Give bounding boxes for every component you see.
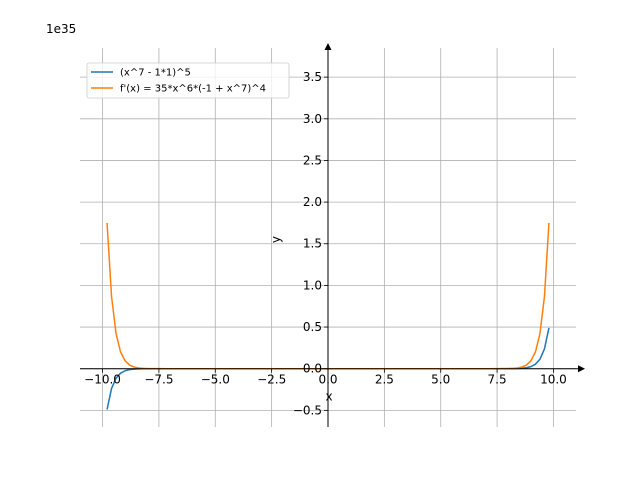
x-tick-label: −2.5 <box>257 373 286 387</box>
legend-label: f'(x) = 35*x^6*(-1 + x^7)^4 <box>120 84 266 95</box>
y-tick-label: 1.5 <box>303 237 322 251</box>
y-axis-arrow <box>324 43 332 50</box>
y-tick-label: 0.5 <box>303 320 322 334</box>
x-tick-label: 10.0 <box>540 373 567 387</box>
y-axis-label: y <box>269 236 283 243</box>
y-tick-label: −0.5 <box>293 403 322 417</box>
y-tick-label: 3.0 <box>303 112 322 126</box>
x-tick-label: 5.0 <box>431 373 450 387</box>
x-tick-label: 0.0 <box>318 373 337 387</box>
y-tick-label: 3.5 <box>303 70 322 84</box>
axes <box>80 43 585 427</box>
y-tick-label: 0.0 <box>303 362 322 376</box>
x-axis-label: x <box>325 390 332 404</box>
x-tick-label: −5.0 <box>201 373 230 387</box>
x-tick-label: −10.0 <box>84 373 121 387</box>
legend-frame <box>86 62 290 99</box>
x-tick-label: 7.5 <box>488 373 507 387</box>
legend: (x^7 - 1*1)^5 f'(x) = 35*x^6*(-1 + x^7)^4 <box>86 62 290 99</box>
y-tick-label: 2.0 <box>303 195 322 209</box>
y-offset-label: 1e35 <box>46 22 76 36</box>
x-tick-label: 2.5 <box>375 373 394 387</box>
x-tick-label: −7.5 <box>144 373 173 387</box>
y-tick-label: 1.0 <box>303 278 322 292</box>
y-tick-label: 2.5 <box>303 153 322 167</box>
x-axis-arrow <box>578 365 585 373</box>
tick-labels: −10.0 −7.5 −5.0 −2.5 0.0 2.5 5.0 7.5 10.0 −0.5 0.0… <box>84 70 567 417</box>
legend-label: (x^7 - 1*1)^5 <box>120 68 191 79</box>
